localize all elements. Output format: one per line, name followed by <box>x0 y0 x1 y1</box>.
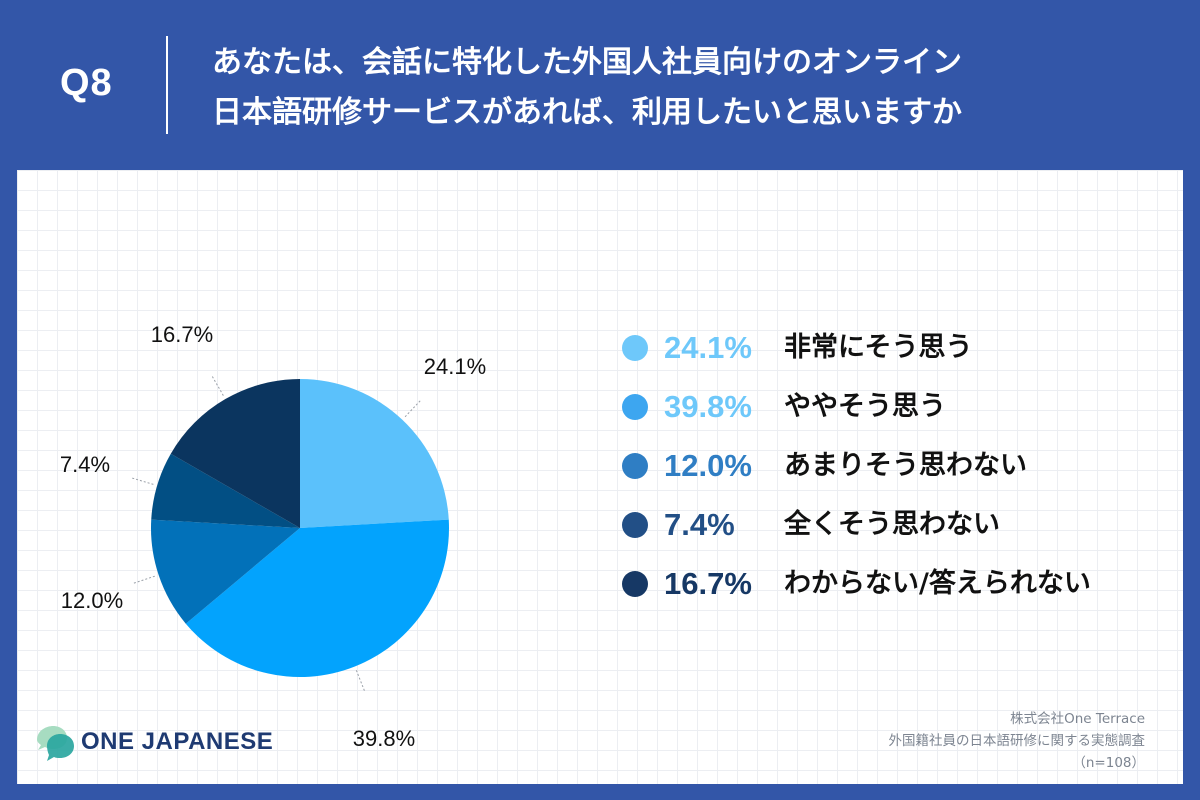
pie-slice-very-much-agree <box>300 379 449 528</box>
question-title: あなたは、会話に特化した外国人社員向けのオンライン 日本語研修サービスがあれば、… <box>212 38 962 138</box>
legend-swatch <box>622 335 648 361</box>
chart-card: 24.1% 39.8% 12.0% 7.4% 16.7% 24.1% 非常にそう思う 39.… <box>17 170 1183 784</box>
legend-label: 非常にそう思う <box>784 332 973 363</box>
header-divider <box>166 36 168 134</box>
legend-percentage: 24.1% <box>664 330 752 365</box>
legend-percentage: 39.8% <box>664 389 752 424</box>
leader-line-not-really-agree <box>131 575 155 585</box>
pie-slice-not-at-all-agree <box>151 453 300 528</box>
leader-line-very-much-agree <box>404 399 422 418</box>
legend-label: 全くそう思わない <box>784 509 1000 540</box>
legend-percentage: 7.4% <box>664 507 735 542</box>
source-note: 株式会社One Terrace 外国籍社員の日本語研修に関する実態調査 （n=1… <box>889 708 1146 774</box>
question-number: Q8 <box>60 62 113 104</box>
legend-swatch <box>622 453 648 479</box>
leader-line-somewhat-agree <box>355 670 366 693</box>
pie-label-not-at-all-agree: 7.4% <box>60 452 110 477</box>
speech-bubble-logo-icon <box>37 726 74 761</box>
question-title-line-2: 日本語研修サービスがあれば、利用したいと思いますか <box>212 95 962 130</box>
source-survey: 外国籍社員の日本語研修に関する実態調査 <box>888 733 1146 749</box>
legend-label: あまりそう思わない <box>784 450 1027 481</box>
sample-size: （n=108） <box>1072 755 1145 771</box>
pie-label-very-much-agree: 24.1% <box>424 354 486 379</box>
logo-wordmark: ONE JAPANESE <box>81 728 274 755</box>
question-header: Q8 あなたは、会話に特化した外国人社員向けのオンライン 日本語研修サービスがあ… <box>0 0 1200 168</box>
legend-swatch <box>622 512 648 538</box>
question-title-line-1: あなたは、会話に特化した外国人社員向けのオンライン <box>212 45 962 80</box>
leader-line-not-at-all-agree <box>130 477 154 485</box>
pie-slice-dont-know <box>170 379 300 528</box>
legend-percentage: 12.0% <box>664 448 752 483</box>
pie-slice-somewhat-agree <box>185 519 450 677</box>
legend-swatch <box>622 394 648 420</box>
leader-line-dont-know <box>210 374 224 396</box>
legend-label: ややそう思う <box>784 391 946 422</box>
pie-slice-not-really-agree <box>151 519 300 624</box>
pie-label-somewhat-agree: 39.8% <box>353 726 415 751</box>
legend-label: わからない/答えられない <box>784 568 1091 599</box>
pie-label-dont-know: 16.7% <box>151 322 213 347</box>
legend-percentage: 16.7% <box>664 566 752 601</box>
legend-swatch <box>622 571 648 597</box>
pie-label-not-really-agree: 12.0% <box>61 588 123 613</box>
pie-chart: 24.1% 39.8% 12.0% 7.4% 16.7% <box>60 322 486 751</box>
source-company: 株式会社One Terrace <box>1010 711 1145 727</box>
